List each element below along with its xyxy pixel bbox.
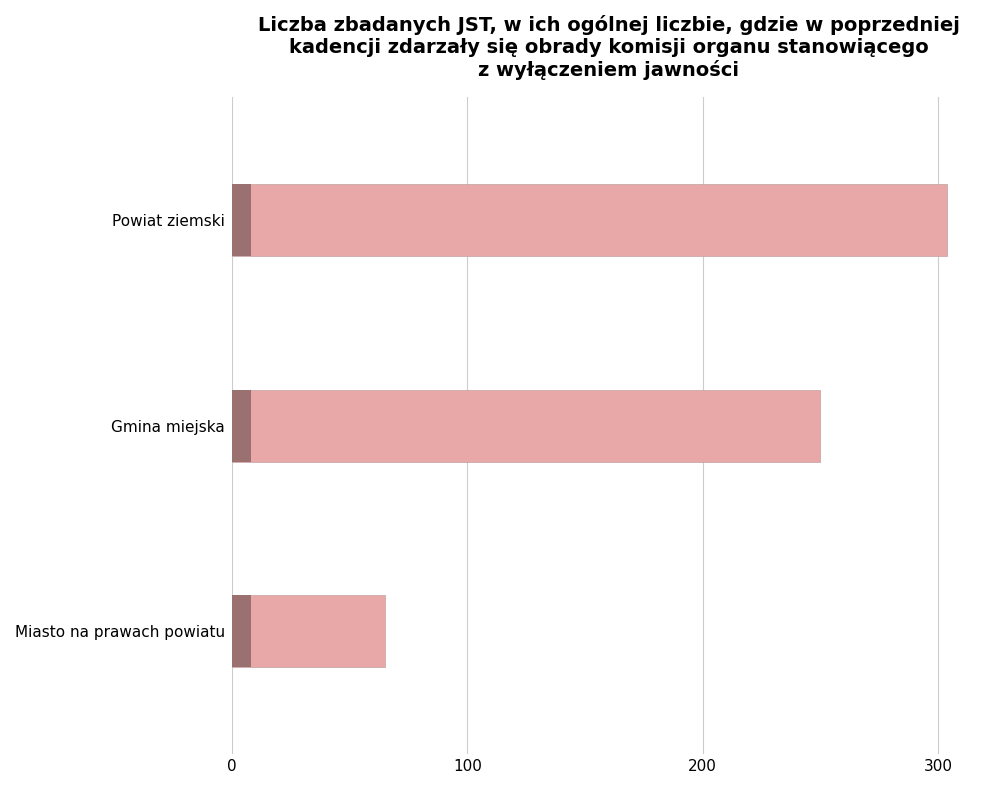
- Bar: [232, 185, 947, 256]
- Bar: [232, 185, 251, 256]
- Title: Liczba zbadanych JST, w ich ogólnej liczbie, gdzie w poprzedniej
kadencji zdarza: Liczba zbadanych JST, w ich ogólnej licz…: [258, 15, 959, 80]
- Bar: [232, 595, 251, 667]
- Bar: [232, 595, 385, 667]
- Bar: [232, 390, 251, 462]
- Bar: [232, 390, 820, 462]
